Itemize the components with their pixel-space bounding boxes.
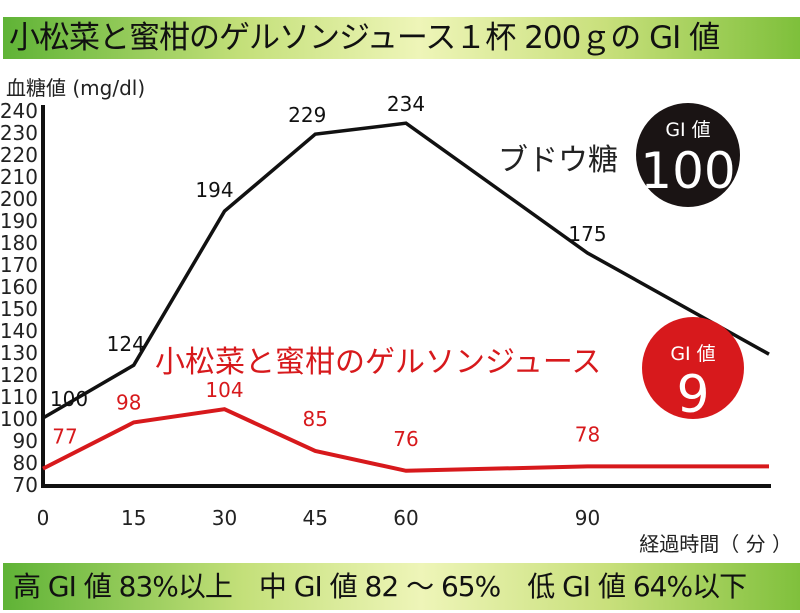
- x-tick-label: 15: [121, 506, 146, 530]
- y-tick-label: 160: [0, 275, 38, 299]
- data-label: 78: [575, 422, 600, 446]
- y-tick-label: 110: [0, 385, 38, 409]
- data-label: 100: [50, 387, 88, 411]
- y-tick-label: 210: [0, 165, 38, 189]
- y-tick-label: 230: [0, 121, 38, 145]
- x-tick-label: 90: [575, 506, 600, 530]
- y-tick-label: 190: [0, 209, 38, 233]
- y-tick-label: 100: [0, 407, 38, 431]
- legend-juice: 小松菜と蜜柑のゲルソンジュース: [155, 345, 601, 380]
- gi-badge-juice: GI 値 9: [642, 317, 744, 425]
- badge-value: 9: [676, 365, 709, 425]
- data-label: 124: [107, 332, 145, 356]
- y-tick-label: 170: [0, 253, 38, 277]
- y-tick-label: 120: [0, 363, 38, 387]
- badge-label: GI 値: [665, 119, 710, 141]
- badge-label: GI 値: [670, 343, 715, 365]
- y-tick-label: 150: [0, 297, 38, 321]
- y-tick-label: 240: [0, 99, 38, 123]
- x-axis-label: 経過時間（ 分 ）: [639, 532, 792, 556]
- x-tick-label: 45: [303, 506, 328, 530]
- x-tick-label: 30: [212, 506, 237, 530]
- data-label: 229: [288, 103, 326, 127]
- data-label: 77: [52, 425, 77, 449]
- y-tick-label: 180: [0, 231, 38, 255]
- legend-glucose: ブドウ糖: [498, 143, 618, 178]
- y-tick-label: 130: [0, 341, 38, 365]
- data-label: 76: [393, 427, 418, 451]
- gi-badge-glucose: GI 値 100: [636, 103, 740, 207]
- x-tick-label: 0: [37, 506, 50, 530]
- data-label: 104: [205, 378, 243, 402]
- y-tick-label: 70: [13, 473, 38, 497]
- badge-value: 100: [640, 142, 735, 200]
- data-label: 175: [568, 222, 606, 246]
- data-label: 85: [303, 407, 328, 431]
- y-tick-label: 200: [0, 187, 38, 211]
- y-axis-label: 血糖値 (mg/dl): [6, 76, 146, 100]
- gi-legend-footer: 高 GI 値 83%以上 中 GI 値 82 ～ 65% 低 GI 値 64%以…: [3, 563, 800, 610]
- chart-title: 小松菜と蜜柑のゲルソンジュース１杯 200ｇの GI 値: [3, 17, 800, 59]
- y-tick-label: 90: [13, 429, 38, 453]
- badge-circle: [642, 317, 744, 419]
- data-label: 234: [387, 92, 425, 116]
- y-tick-label: 140: [0, 319, 38, 343]
- y-tick-label: 80: [13, 451, 38, 475]
- data-label: 194: [195, 178, 233, 202]
- badge-circle: [636, 103, 740, 207]
- data-label: 98: [116, 390, 141, 414]
- x-tick-label: 60: [393, 506, 418, 530]
- y-tick-label: 220: [0, 143, 38, 167]
